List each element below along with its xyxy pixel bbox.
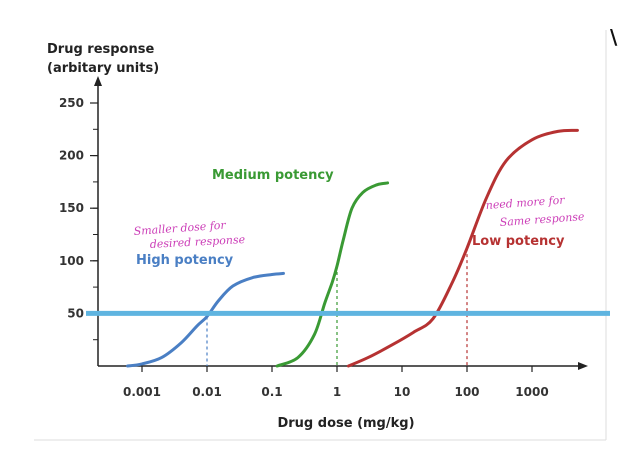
annotation-need-more: need more for (485, 193, 565, 212)
x-axis-label: Drug dose (mg/kg) (277, 416, 414, 431)
x-ticks: 0.001 0.01 0.1 1 10 100 1000 (123, 366, 549, 399)
series-label-low-potency: Low potency (472, 234, 565, 249)
y-axis-label-line-2: (arbitary units) (47, 61, 159, 76)
y-tick-label: 250 (59, 96, 84, 110)
series-label-high-potency: High potency (136, 253, 234, 268)
y-tick-label: 200 (59, 149, 84, 163)
series-group (126, 128, 579, 368)
x-tick-label: 0.1 (261, 385, 282, 399)
y-tick-label: 50 (67, 306, 84, 320)
x-tick-label: 10 (394, 385, 411, 399)
y-axis-label-line-1: Drug response (47, 42, 154, 57)
y-axis-arrow (94, 76, 102, 86)
series-line-high-potency (126, 271, 285, 368)
x-tick-label: 1000 (515, 385, 548, 399)
x-axis-arrow (578, 362, 588, 370)
series-line-low-potency (346, 128, 579, 368)
y-tick-label: 100 (59, 254, 84, 268)
x-tick-label: 0.01 (192, 385, 222, 399)
x-tick-label: 1 (333, 385, 341, 399)
series-label-medium-potency: Medium potency (212, 168, 334, 183)
y-ticks: 50 100 150 200 250 (59, 96, 98, 320)
y-tick-label: 150 (59, 201, 84, 215)
x-tick-label: 0.001 (123, 385, 161, 399)
annotation-same-response: Same response (499, 210, 585, 229)
annotation-smaller-dose: Smaller dose for (133, 219, 227, 238)
series-line-medium-potency (275, 181, 390, 368)
x-tick-label: 100 (454, 385, 479, 399)
edge-glyph: \ (610, 25, 618, 49)
annotation-desired-response: desired response (149, 233, 245, 251)
ec50-lines (206, 248, 468, 366)
